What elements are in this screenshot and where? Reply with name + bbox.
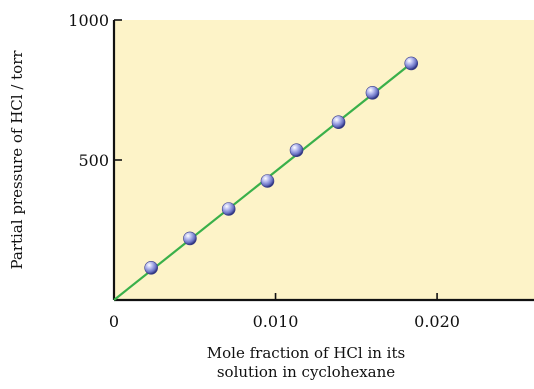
y-tick-label: 500: [78, 151, 109, 170]
data-point: [183, 231, 197, 246]
plot-area: [114, 20, 534, 300]
data-point: [289, 143, 304, 157]
x-tick-label: 0.010: [253, 312, 299, 331]
data-point: [365, 86, 380, 100]
data-point: [331, 115, 346, 129]
data-point: [221, 202, 236, 216]
x-axis-label-line-2: solution in cyclohexane: [217, 363, 395, 381]
y-tick-label: 1000: [68, 11, 109, 30]
x-ticks: 0 0.010 0.020: [109, 293, 460, 331]
data-point: [260, 174, 275, 188]
x-axis-label-line-1: Mole fraction of HCl in its: [207, 344, 405, 362]
data-point: [144, 260, 158, 275]
y-axis-label: Partial pressure of HCl / torr: [8, 50, 26, 270]
data-point: [404, 56, 419, 71]
data-points: [144, 56, 419, 275]
x-tick-label: 0.020: [414, 312, 460, 331]
x-tick-label: 0: [109, 312, 119, 331]
y-ticks: 500 1000: [68, 11, 122, 170]
